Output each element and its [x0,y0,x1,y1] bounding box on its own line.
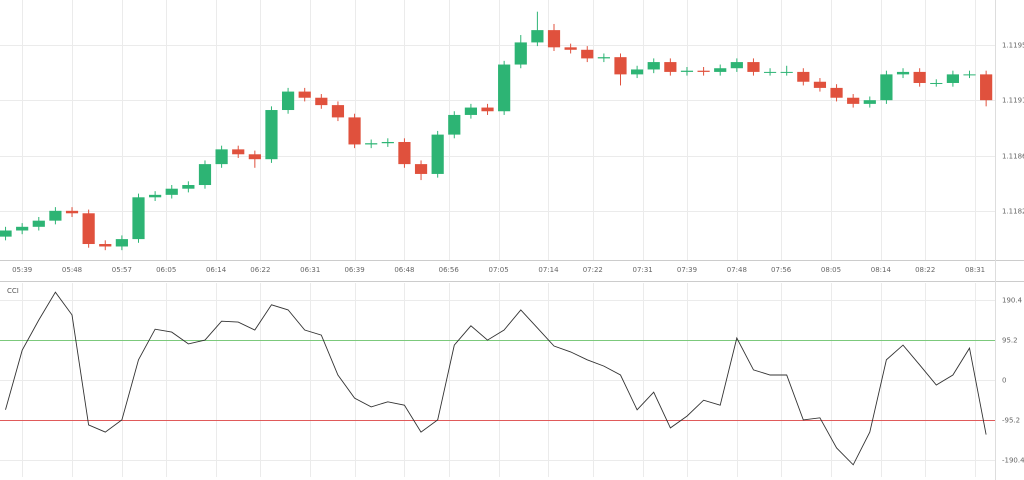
candle-body [65,210,79,214]
candle-body [232,149,245,155]
candle-body [298,91,311,98]
x-tick-label: 06:48 [394,266,414,274]
y-tick-label: 0 [1002,377,1006,385]
candle-body [946,74,959,83]
candle-body [398,141,411,165]
candle-body [132,197,145,240]
candle-body [647,62,660,70]
candle-body [614,57,627,75]
y-tick-label: -190.4 [1002,457,1024,465]
candle-body [481,107,494,112]
candle-body [115,239,128,247]
candle-body [381,141,394,144]
candle-body [331,105,345,118]
candle-body [348,117,361,145]
y-tick-label: 95.2 [1002,337,1018,345]
candle-body [830,87,843,98]
candle-body [0,230,12,237]
candle-body [980,74,993,101]
candle-body [697,70,710,72]
x-tick-label: 08:22 [915,266,935,274]
x-tick-label: 06:05 [156,266,176,274]
candle-body [813,81,827,88]
y-tick-label: -95.2 [1002,417,1020,425]
candle-body [896,71,910,75]
x-tick-label: 08:31 [965,266,985,274]
candle-body [82,213,95,245]
candle-body [16,226,29,231]
x-tick-label: 06:14 [206,266,227,274]
candle-body [597,57,610,59]
x-tick-label: 06:56 [439,266,460,274]
candle-body [581,49,594,59]
candle-body [564,47,577,50]
candle-body [198,164,212,186]
x-tick-label: 07:31 [633,266,653,274]
candle-body [963,74,976,76]
x-tick-label: 05:39 [12,266,32,274]
candle-body [680,70,694,72]
candle-body [182,185,195,189]
x-tick-label: 07:05 [489,266,509,274]
candle-body [714,68,727,72]
y-tick-label: 1.1195 [1002,42,1024,50]
candle-body [664,62,677,72]
x-tick-label: 05:57 [112,266,132,274]
candle-body [414,164,428,174]
x-tick-label: 07:39 [677,266,697,274]
candle-body [49,210,62,221]
x-tick-label: 08:05 [821,266,841,274]
indicator-line [5,291,987,466]
indicator-title: CCI [7,287,19,295]
y-tick-label: 190.4 [1002,297,1023,305]
candle-body [248,154,261,160]
candle-body [32,220,45,227]
candle-body [315,97,328,106]
candle-body [847,97,860,104]
candle-body [498,64,511,112]
candle-body [431,134,444,174]
candle-body [797,71,810,82]
candle-body [930,82,943,84]
candle-body [913,71,926,83]
candle-body [863,100,876,104]
candle-body [730,62,743,69]
candle-body [514,42,527,65]
y-tick-label: 1.1186 [1002,153,1024,161]
candle-body [149,194,162,198]
x-tick-label: 05:48 [62,266,82,274]
candle-body [215,149,228,165]
candle-body [880,74,893,101]
x-tick-label: 07:48 [727,266,747,274]
candle-body [464,107,478,115]
candle-body [365,143,378,145]
x-tick-label: 08:14 [871,266,892,274]
x-tick-label: 07:14 [538,266,559,274]
candle-body [165,188,178,195]
x-tick-label: 06:22 [250,266,270,274]
candle-body [265,110,278,160]
candle-body [747,62,760,72]
candle-body [99,244,112,247]
x-tick-label: 07:56 [771,266,792,274]
candle-body [547,30,561,48]
candle-body [780,71,793,73]
candle-body [448,114,461,135]
x-tick-label: 07:22 [583,266,603,274]
x-tick-label: 06:39 [344,266,364,274]
y-tick-label: 1.1182 [1002,208,1024,216]
candle-body [531,30,544,43]
candle-body [763,71,777,73]
x-tick-label: 06:31 [300,266,320,274]
candle-body [281,91,295,111]
candle-body [631,69,644,75]
